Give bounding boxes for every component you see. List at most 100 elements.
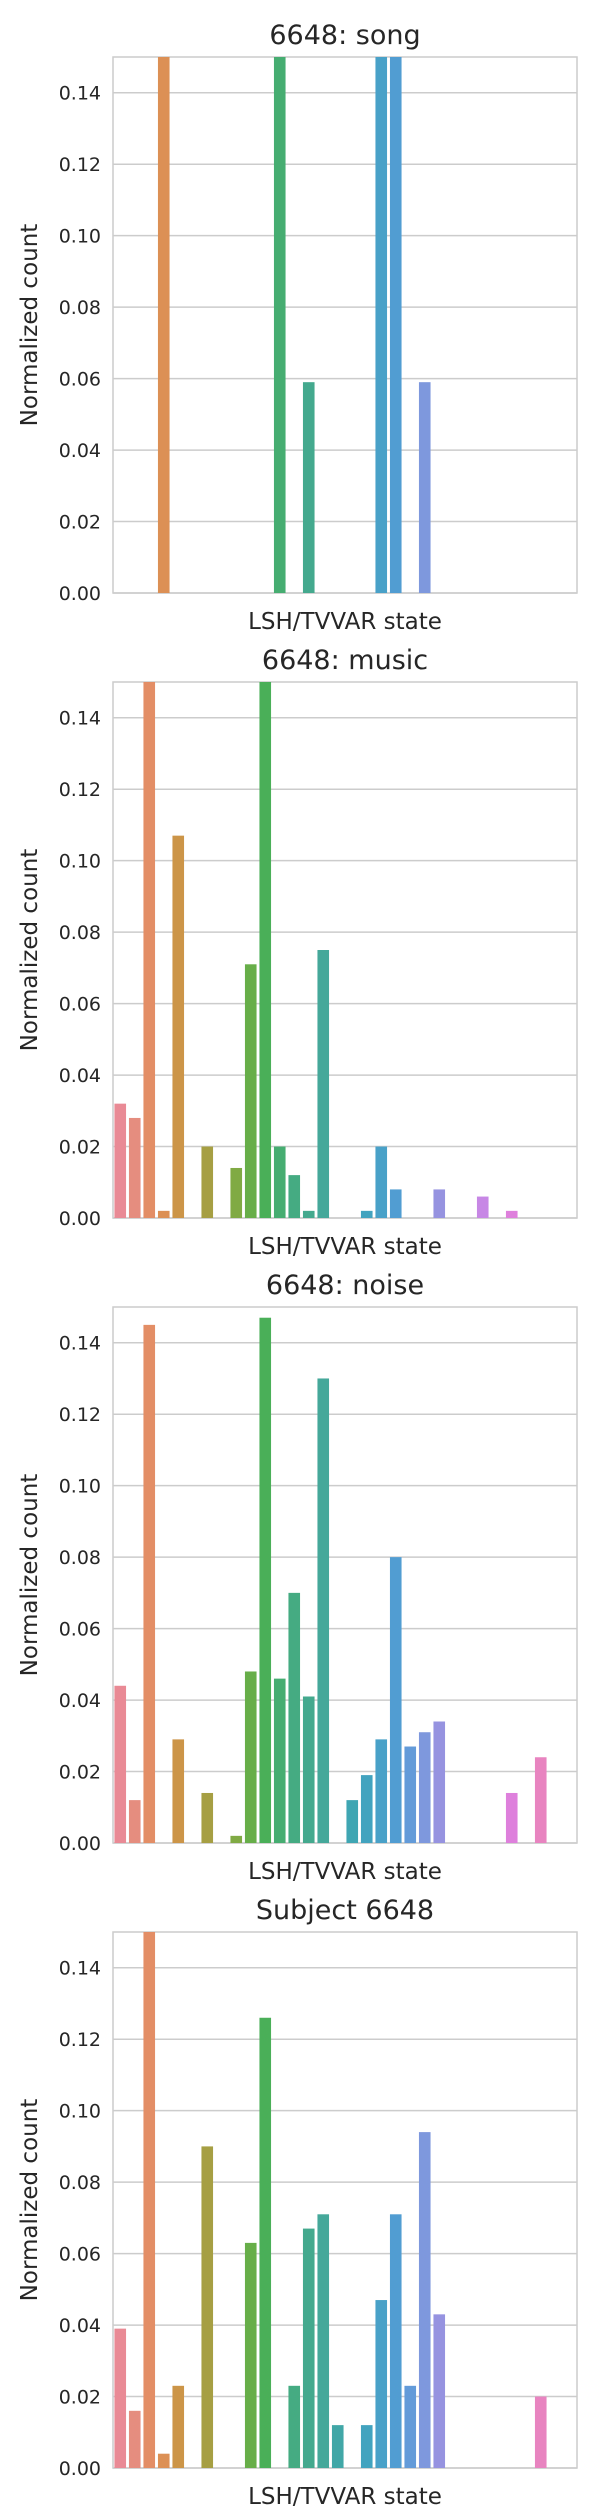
y-tick-label: 0.14 [59, 1333, 101, 1355]
chart-title: Subject 6648 [256, 1895, 434, 1926]
y-tick-label: 0.06 [59, 994, 101, 1016]
bar [389, 1557, 402, 1843]
y-tick-label: 0.10 [59, 2101, 101, 2123]
y-axis-label: Normalized count [17, 1474, 43, 1677]
y-tick-label: 0.02 [59, 1762, 101, 1784]
bar [375, 1146, 388, 1218]
chart-panel-4: 0.00 0.02 0.04 0.06 0.08 0.10 0.12 0.14 Subject … [17, 1895, 578, 2510]
bar [418, 2132, 431, 2468]
y-tick-label: 0.12 [59, 154, 101, 176]
y-tick-label: 0.04 [59, 1690, 101, 1712]
y-tick-label: 0.10 [59, 1476, 101, 1498]
bar [476, 1196, 489, 1218]
x-axis-label: LSH/TVVAR state [248, 2484, 442, 2510]
x-axis-label: LSH/TVVAR state [248, 1859, 442, 1885]
bar [375, 57, 388, 593]
y-tick-label: 0.00 [59, 2458, 101, 2480]
y-tick-label: 0.00 [59, 1833, 101, 1855]
bar [143, 1932, 156, 2468]
bar [172, 835, 185, 1218]
y-tick-label: 0.02 [59, 2387, 101, 2409]
y-tick-label: 0.06 [59, 2244, 101, 2266]
bar [360, 1210, 373, 1218]
bar [244, 1671, 257, 1843]
bar [128, 1800, 141, 1843]
chart-panel-3: 0.00 0.02 0.04 0.06 0.08 0.10 0.12 0.14 6648: no… [17, 1270, 578, 1885]
bar [244, 964, 257, 1218]
bar [114, 1103, 127, 1218]
bar [201, 1792, 214, 1843]
chart-title: 6648: song [269, 20, 420, 51]
y-tick-label: 0.00 [59, 1208, 101, 1230]
bar [259, 682, 272, 1218]
y-axis-label: Normalized count [17, 224, 43, 427]
chart-title: 6648: noise [266, 1270, 424, 1301]
y-tick-label: 0.08 [59, 922, 101, 944]
bar [172, 1739, 185, 1843]
bar [273, 1146, 286, 1218]
bar [302, 1210, 315, 1218]
bar [418, 382, 431, 593]
bar [157, 57, 170, 593]
y-tick-label: 0.04 [59, 440, 101, 462]
bar [505, 1792, 518, 1843]
bar [375, 2300, 388, 2468]
y-tick-label: 0.06 [59, 369, 101, 391]
y-tick-label: 0.14 [59, 83, 101, 105]
chart-panel-2: 0.00 0.02 0.04 0.06 0.08 0.10 0.12 0.14 6648: mu… [17, 645, 578, 1260]
bar [404, 1746, 417, 1843]
bar [143, 1324, 156, 1843]
bar [534, 2396, 547, 2468]
y-tick-label: 0.12 [59, 1404, 101, 1426]
chart-title: 6648: music [262, 645, 428, 676]
chart-panel-1: 0.00 0.02 0.04 0.06 0.08 0.10 0.12 0.14 6648: so… [17, 20, 578, 635]
bar [244, 2242, 257, 2468]
bar [360, 2425, 373, 2468]
bar [114, 2328, 127, 2468]
y-tick-label: 0.08 [59, 1547, 101, 1569]
bar [143, 682, 156, 1218]
bar [331, 2425, 344, 2468]
bar [114, 1685, 127, 1843]
y-tick-label: 0.04 [59, 1065, 101, 1087]
bar [273, 1678, 286, 1843]
plot-frame [112, 681, 578, 1219]
x-axis-label: LSH/TVVAR state [248, 1234, 442, 1260]
bar [418, 1732, 431, 1843]
y-tick-label: 0.10 [59, 226, 101, 248]
bar [259, 1317, 272, 1843]
bar [128, 1117, 141, 1218]
bar [505, 1210, 518, 1218]
bar [302, 1696, 315, 1843]
y-tick-label: 0.04 [59, 2315, 101, 2337]
bar [317, 950, 330, 1218]
bar [389, 1189, 402, 1218]
y-tick-label: 0.06 [59, 1619, 101, 1641]
bar [346, 1800, 359, 1843]
bar [172, 2385, 185, 2468]
bar [404, 2385, 417, 2468]
bar [389, 2214, 402, 2468]
y-tick-label: 0.08 [59, 297, 101, 319]
bar [230, 1835, 243, 1843]
bar [201, 1146, 214, 1218]
plot-frame [112, 56, 578, 594]
y-tick-label: 0.14 [59, 708, 101, 730]
y-tick-label: 0.10 [59, 851, 101, 873]
y-axis-label: Normalized count [17, 2099, 43, 2302]
y-tick-label: 0.02 [59, 1137, 101, 1159]
bar [128, 2410, 141, 2468]
bar [288, 1175, 301, 1218]
bar [375, 1739, 388, 1843]
bar [433, 1189, 446, 1218]
bar [360, 1775, 373, 1843]
bar [317, 2214, 330, 2468]
bar [157, 2453, 170, 2468]
bar [389, 57, 402, 593]
x-axis-label: LSH/TVVAR state [248, 609, 442, 635]
y-axis-label: Normalized count [17, 849, 43, 1052]
bar [273, 57, 286, 593]
plot-frame [112, 1931, 578, 2469]
